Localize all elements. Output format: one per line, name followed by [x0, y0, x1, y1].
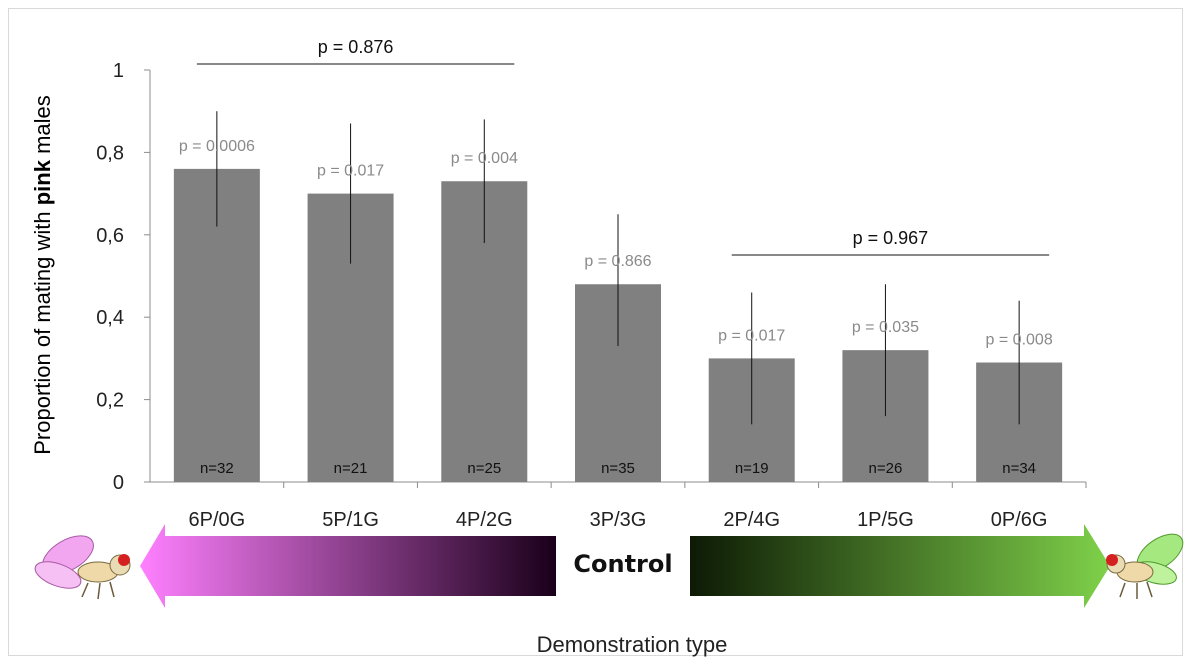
green-fly-icon	[1106, 533, 1184, 599]
green-arrow	[690, 524, 1110, 608]
category-label: 4P/2G	[456, 509, 513, 531]
n-label: n=32	[200, 460, 234, 477]
y-axis-label: Proportion of mating with pink males	[30, 95, 55, 455]
pink-fly-icon	[34, 535, 131, 600]
n-label: n=21	[334, 460, 368, 477]
p-value-label: p = 0.017	[718, 327, 785, 344]
control-label: Control	[573, 550, 672, 578]
y-tick-label: 1	[113, 60, 124, 82]
category-label: 6P/0G	[189, 509, 246, 531]
p-value-label: p = 0.0006	[179, 138, 255, 155]
category-label: 2P/4G	[723, 509, 780, 531]
p-value-label: p = 0.035	[852, 319, 919, 336]
p-value-label: p = 0.004	[451, 150, 518, 167]
n-label: n=26	[869, 460, 903, 477]
pink-arrow	[140, 524, 556, 608]
n-label: n=19	[735, 460, 769, 477]
x-axis-label: Demonstration type	[537, 632, 728, 657]
y-tick-label: 0	[113, 472, 124, 494]
category-label: 3P/3G	[590, 509, 647, 531]
n-label: n=25	[467, 460, 501, 477]
p-value-label: p = 0.866	[584, 253, 651, 270]
category-label: 1P/5G	[857, 509, 914, 531]
p-value-label: p = 0.008	[986, 332, 1053, 349]
y-tick-label: 0,2	[96, 390, 124, 412]
n-label: n=34	[1002, 460, 1036, 477]
y-tick-label: 0,4	[96, 307, 124, 329]
bracket-p-value: p = 0.876	[318, 37, 394, 57]
n-label: n=35	[601, 460, 635, 477]
bracket-p-value: p = 0.967	[853, 228, 929, 248]
y-tick-label: 0,6	[96, 225, 124, 247]
p-value-label: p = 0.017	[317, 163, 384, 180]
category-label: 0P/6G	[991, 509, 1048, 531]
category-label: 5P/1G	[322, 509, 379, 531]
y-tick-label: 0,8	[96, 142, 124, 164]
